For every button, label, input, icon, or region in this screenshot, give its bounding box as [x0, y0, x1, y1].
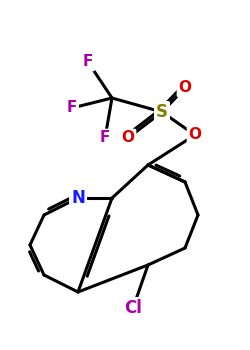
Text: O: O	[188, 127, 202, 142]
Text: O: O	[178, 80, 192, 96]
Text: Cl: Cl	[124, 299, 142, 317]
Text: F: F	[83, 55, 93, 70]
Text: O: O	[122, 131, 134, 146]
Text: S: S	[156, 103, 168, 121]
Text: N: N	[71, 189, 85, 207]
Text: F: F	[67, 100, 77, 116]
Text: F: F	[100, 131, 110, 146]
